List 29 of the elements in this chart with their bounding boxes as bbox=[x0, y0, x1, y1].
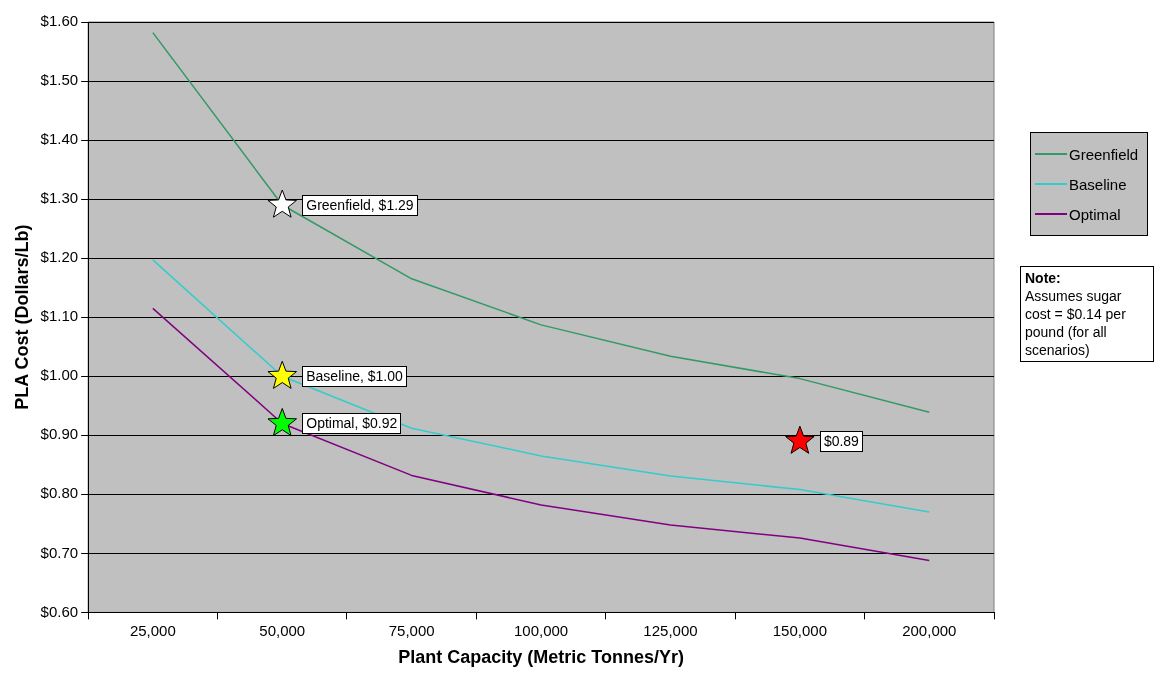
y-tick-label: $1.20 bbox=[40, 248, 79, 266]
x-tick-label: 75,000 bbox=[388, 621, 435, 639]
annotation: Optimal, $0.92 bbox=[302, 413, 402, 435]
y-tick-label: $1.30 bbox=[40, 189, 79, 207]
x-tick-label: 125,000 bbox=[643, 621, 698, 639]
text: Note: bbox=[1025, 269, 1062, 287]
y-axis-title: PLA Cost (Dollars/Lb) bbox=[11, 224, 32, 410]
y-tick-label: $1.60 bbox=[40, 12, 79, 30]
y-tick-label: $0.70 bbox=[40, 543, 79, 561]
y-tick-label: $0.90 bbox=[40, 425, 79, 443]
legend-label: Optimal bbox=[1069, 205, 1121, 223]
y-tick-label: $1.00 bbox=[40, 366, 79, 384]
y-tick-label: $0.80 bbox=[40, 484, 79, 502]
text: Assumes sugar cost = $0.14 per pound (for all scenarios) bbox=[1025, 287, 1127, 359]
y-tick-label: $1.50 bbox=[40, 71, 79, 89]
x-axis-title: Plant Capacity (Metric Tonnes/Yr) bbox=[398, 647, 684, 668]
y-tick-label: $1.10 bbox=[40, 307, 79, 325]
x-tick-label: 100,000 bbox=[513, 621, 569, 639]
x-tick-label: 150,000 bbox=[772, 621, 827, 639]
x-tick-label: 200,000 bbox=[902, 621, 957, 639]
legend-label: Greenfield bbox=[1069, 145, 1139, 163]
x-tick-label: 25,000 bbox=[129, 621, 176, 639]
annotation: $0.89 bbox=[819, 431, 863, 453]
y-tick-label: $1.40 bbox=[40, 130, 79, 148]
y-tick-label: $0.60 bbox=[40, 602, 79, 620]
annotation: Baseline, $1.00 bbox=[302, 366, 407, 388]
x-tick-label: 50,000 bbox=[259, 621, 306, 639]
annotation: Greenfield, $1.29 bbox=[302, 195, 418, 217]
legend-label: Baseline bbox=[1069, 175, 1127, 193]
